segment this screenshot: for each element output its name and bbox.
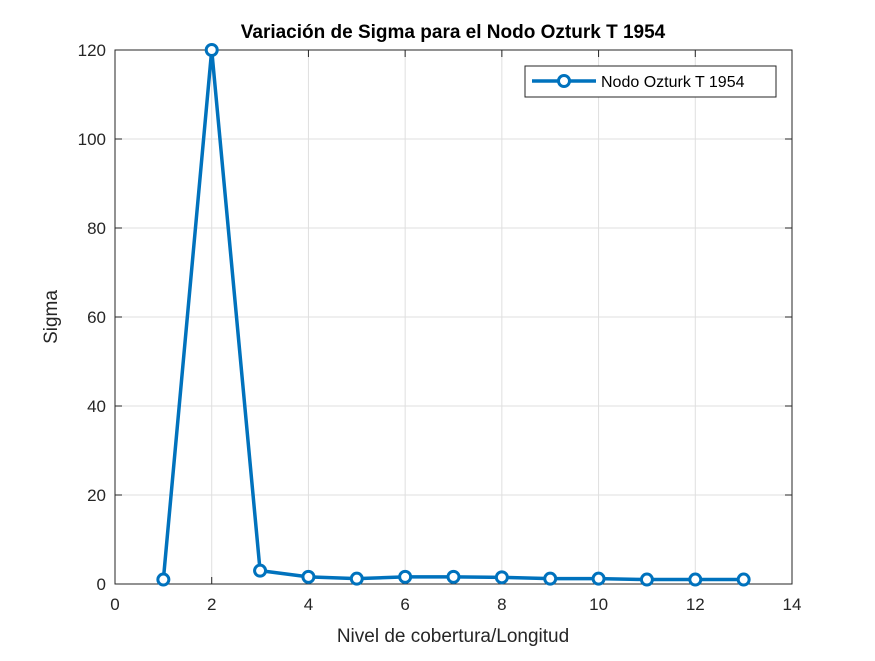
y-tick-label: 120 — [78, 41, 106, 60]
x-tick-label: 8 — [497, 595, 506, 614]
y-axis-title: Sigma — [41, 290, 62, 344]
x-tick-label: 10 — [589, 595, 608, 614]
data-point-marker — [639, 572, 654, 587]
data-point-marker — [446, 569, 461, 584]
data-point-marker — [349, 571, 364, 586]
x-tick-label: 2 — [207, 595, 216, 614]
y-tick-label: 20 — [87, 486, 106, 505]
data-point-marker — [398, 569, 413, 584]
data-point-marker — [204, 43, 219, 57]
series-layer — [156, 43, 751, 587]
data-point-marker — [543, 571, 558, 586]
x-tick-label: 0 — [110, 595, 119, 614]
x-axis-title: Nivel de cobertura/Longitud — [337, 626, 569, 647]
x-tick-label: 4 — [304, 595, 313, 614]
data-point-marker — [688, 572, 703, 587]
y-tick-label: 0 — [97, 575, 106, 594]
legend-marker-swatch — [557, 74, 571, 88]
y-tick-label: 60 — [87, 308, 106, 327]
data-point-marker — [494, 570, 509, 585]
y-tick-label: 80 — [87, 219, 106, 238]
legend-label: Nodo Ozturk T 1954 — [601, 74, 745, 91]
x-tick-label: 12 — [686, 595, 705, 614]
x-tick-label: 6 — [400, 595, 409, 614]
data-point-marker — [253, 563, 268, 578]
x-tick-label: 14 — [783, 595, 802, 614]
data-point-marker — [736, 572, 751, 587]
y-tick-label: 100 — [78, 130, 106, 149]
y-tick-label: 40 — [87, 397, 106, 416]
data-point-marker — [591, 571, 606, 586]
data-point-marker — [301, 569, 316, 584]
legend: Nodo Ozturk T 1954 — [524, 65, 777, 98]
data-point-marker — [156, 572, 171, 587]
chart-title: Variación de Sigma para el Nodo Ozturk T… — [241, 22, 666, 43]
